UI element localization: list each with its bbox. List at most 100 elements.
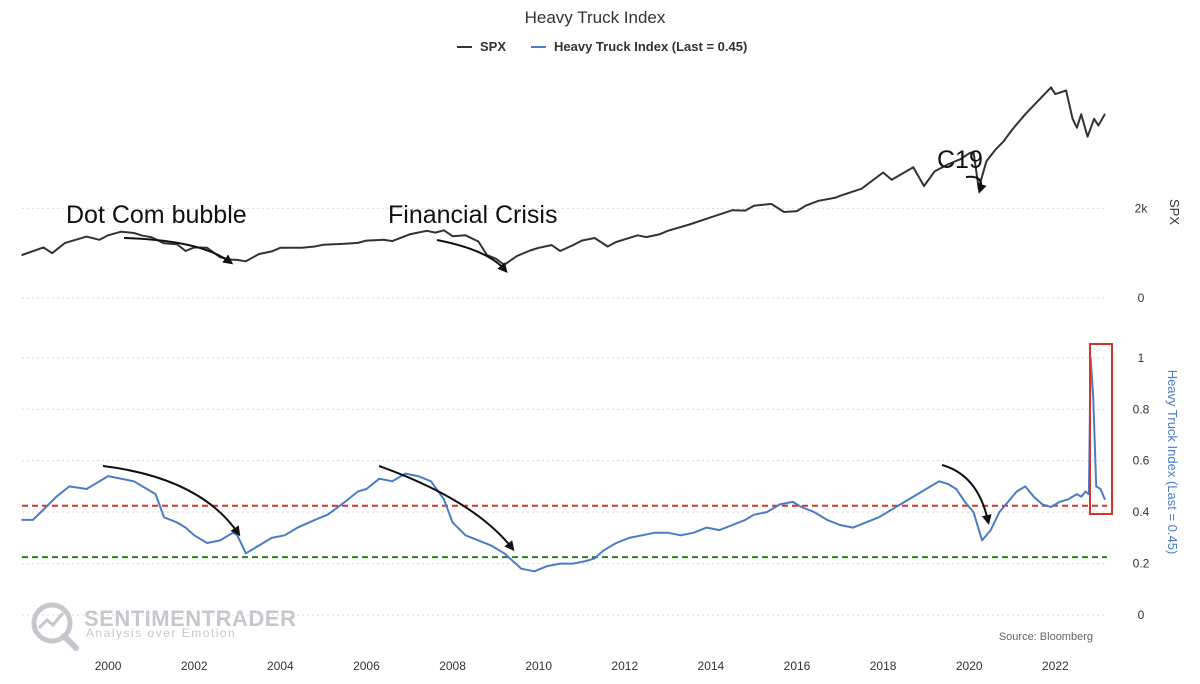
point-0-82	[1011, 128, 1014, 131]
point-1-51	[628, 537, 630, 539]
point-1-66	[813, 511, 815, 513]
point-1-46	[572, 562, 574, 565]
point-0-4	[85, 235, 88, 238]
x-tick-label-2014: 2014	[698, 659, 725, 673]
x-tick-label-2006: 2006	[353, 659, 380, 673]
point-0-53	[645, 236, 648, 238]
annotations: Dot Com bubble Financial Crisis C19	[66, 146, 1113, 552]
legend: SPX Heavy Truck Index (Last = 0.45)	[457, 39, 747, 54]
point-0-63	[796, 210, 798, 212]
point-0-61	[770, 203, 772, 205]
point-0-69	[882, 171, 884, 174]
plot-layer: 0 2k 0 0.2 0.4 0.6 0.8 1 2000 2002 2004 2006 2008 201…	[21, 86, 1150, 673]
y-tick-label-1-0: 0	[1138, 608, 1145, 622]
x-tick-label-2012: 2012	[611, 659, 638, 673]
point-1-28	[357, 490, 359, 493]
point-0-50	[615, 241, 617, 243]
arrow-c19	[965, 175, 987, 194]
point-1-86	[1024, 485, 1026, 488]
point-0-55	[667, 230, 669, 232]
point-1-37	[464, 534, 467, 537]
point-0-65	[817, 200, 820, 202]
point-0-30	[391, 240, 394, 242]
point-1-27	[344, 501, 346, 503]
point-1-82	[989, 529, 992, 531]
point-0-18	[236, 259, 239, 261]
legend-label-spx[interactable]: SPX	[480, 39, 506, 54]
point-1-34	[430, 480, 432, 483]
point-0-73	[934, 170, 936, 172]
point-1-20	[245, 552, 247, 555]
point-0-87	[1065, 89, 1067, 92]
point-1-77	[946, 483, 949, 485]
point-1-35	[443, 498, 445, 501]
point-1-87	[1033, 495, 1035, 498]
point-0-93	[1097, 124, 1100, 127]
point-1-6	[98, 480, 101, 483]
point-1-10	[146, 488, 148, 490]
point-0-35	[451, 235, 454, 237]
point-1-89	[1050, 506, 1052, 508]
point-1-13	[176, 521, 178, 524]
point-0-42	[529, 249, 531, 252]
point-0-54	[658, 233, 660, 236]
point-0-88	[1071, 118, 1074, 120]
point-1-29	[365, 488, 368, 490]
arrow-financial-crisis	[436, 239, 508, 274]
point-0-86	[1054, 93, 1057, 95]
point-1-73	[903, 501, 906, 503]
y-tick-label-1-2: 0.4	[1133, 505, 1150, 519]
y-tick-label-1-1: 0.2	[1133, 557, 1150, 571]
point-0-76	[968, 152, 970, 155]
point-0-64	[804, 204, 807, 207]
point-0-20	[258, 253, 260, 255]
point-1-5	[85, 488, 88, 490]
truck-axis-title: Heavy Truck Index (Last = 0.45)	[1165, 370, 1180, 555]
point-1-88	[1041, 503, 1044, 506]
point-0-72	[923, 185, 925, 187]
watermark-title: SENTIMENTRADER	[84, 606, 296, 631]
point-0-25	[322, 243, 325, 246]
point-1-42	[520, 567, 523, 570]
chart-title: Heavy Truck Index	[525, 8, 666, 27]
point-1-64	[791, 501, 794, 503]
x-tick-label-2008: 2008	[439, 659, 466, 673]
point-1-18	[232, 531, 234, 534]
point-1-55	[679, 534, 682, 537]
point-1-90	[1058, 501, 1061, 503]
point-1-53	[654, 531, 656, 534]
legend-label-truck[interactable]: Heavy Truck Index (Last = 0.45)	[554, 39, 747, 54]
point-1-24	[296, 526, 299, 529]
point-1-83	[998, 511, 1001, 513]
point-0-32	[425, 230, 428, 232]
point-0-6	[107, 234, 109, 237]
point-0-60	[753, 204, 755, 207]
point-1-21	[258, 544, 260, 547]
point-0-45	[559, 250, 561, 252]
point-0-15	[206, 247, 208, 249]
annotation-financial-crisis: Financial Crisis	[388, 201, 557, 229]
point-0-23	[301, 247, 303, 249]
point-0-29	[382, 239, 385, 241]
point-1-68	[839, 524, 841, 526]
point-0-66	[835, 196, 837, 199]
point-1-63	[779, 503, 781, 506]
x-tick-label-2004: 2004	[267, 659, 294, 673]
point-1-8	[120, 477, 122, 480]
point-1-33	[417, 475, 419, 477]
point-1-38	[477, 539, 480, 542]
y-tick-label-1-5: 1	[1138, 351, 1145, 365]
point-1-62	[766, 511, 768, 513]
point-0-41	[516, 255, 518, 257]
point-0-70	[890, 178, 893, 181]
point-0-31	[408, 233, 411, 236]
point-1-60	[744, 519, 747, 521]
point-1-50	[615, 542, 617, 544]
point-0-67	[839, 195, 841, 197]
arrow-truck-2008	[378, 465, 515, 552]
point-1-98	[1095, 485, 1097, 488]
annotation-dot-com: Dot Com bubble	[66, 201, 247, 229]
point-1-71	[878, 516, 880, 519]
point-0-78	[977, 187, 980, 189]
